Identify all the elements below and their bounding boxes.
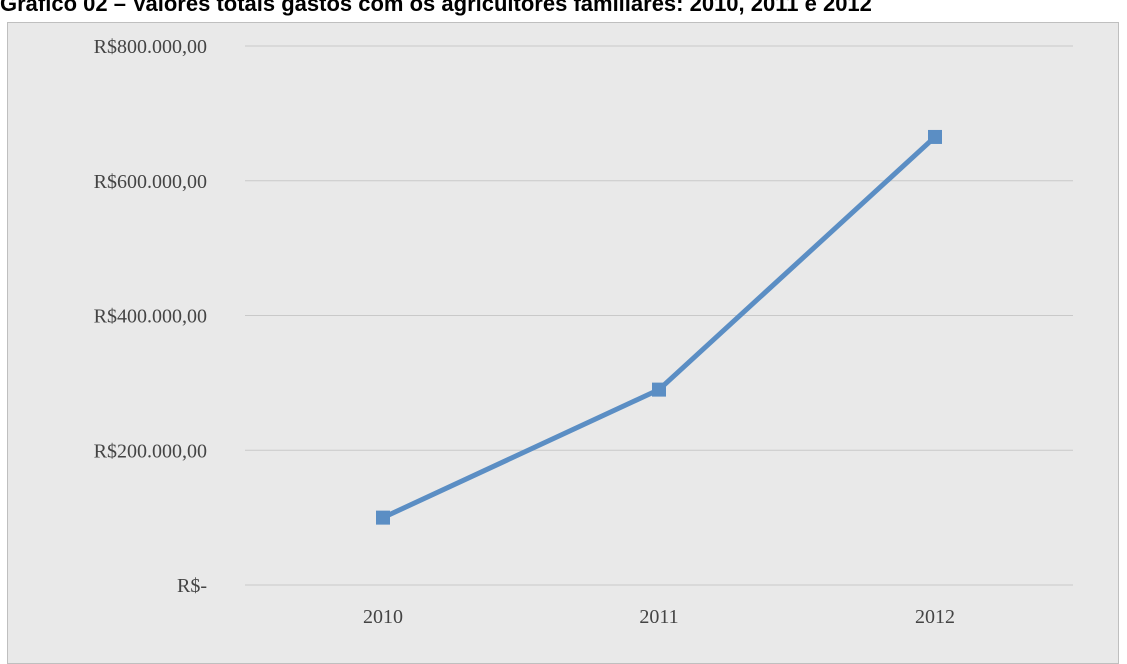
y-tick-label: R$600.000,00	[94, 171, 207, 193]
series	[376, 129, 942, 525]
x-tick-label: 2012	[915, 606, 955, 628]
y-tick-label: R$200.000,00	[94, 440, 207, 462]
data-point-marker	[376, 510, 390, 525]
line-chart: R$- R$200.000,00 R$400.000,00 R$600.000,00 R…	[94, 36, 1073, 628]
chart-title: Gráfico 02 – Valores totais gastos com o…	[0, 0, 872, 16]
y-tick-label: R$-	[177, 575, 207, 597]
x-axis-ticks: 2010 2011 2012	[363, 606, 955, 628]
data-point-marker	[928, 129, 942, 144]
chart-area	[7, 22, 1119, 664]
y-tick-label: R$400.000,00	[94, 306, 207, 328]
y-axis-ticks: R$- R$200.000,00 R$400.000,00 R$600.000,00 R…	[94, 36, 207, 597]
x-tick-label: 2011	[639, 606, 678, 628]
y-tick-label: R$800.000,00	[94, 36, 207, 58]
data-point-marker	[652, 382, 666, 397]
x-tick-label: 2010	[363, 606, 403, 628]
series-line	[381, 135, 937, 520]
gridlines	[245, 45, 1073, 586]
